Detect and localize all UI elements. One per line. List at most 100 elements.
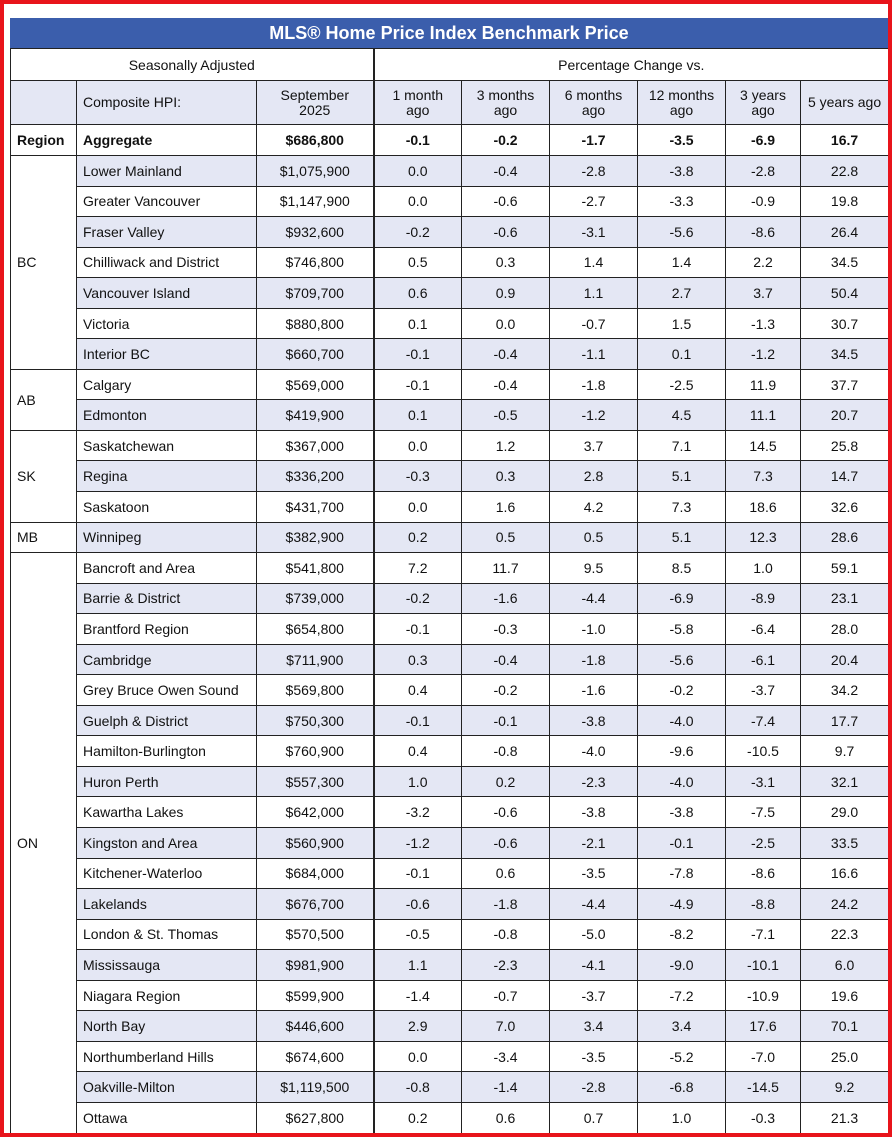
table-cell: -0.5 bbox=[373, 918, 462, 951]
table-cell: Kingston and Area bbox=[76, 827, 257, 859]
region-cell: SK bbox=[10, 429, 77, 523]
table-cell: -4.0 bbox=[637, 765, 726, 798]
data-row: Guelph & District $750,300 -0.1 -0.1 -3.8 -4.… bbox=[11, 704, 888, 737]
table-cell: 37.7 bbox=[799, 368, 888, 401]
table-cell: -5.2 bbox=[637, 1040, 726, 1073]
data-row: Cambridge $711,900 0.3 -0.4 -1.8 -5.6 -6.1 20.4 bbox=[11, 643, 888, 676]
table-cell: -7.5 bbox=[725, 796, 801, 829]
table-cell: 50.4 bbox=[799, 277, 888, 309]
region-cell: BC bbox=[10, 155, 77, 370]
table-cell: -0.3 bbox=[725, 1101, 801, 1133]
table-cell: 14.5 bbox=[725, 429, 801, 462]
header-cell: 5 years ago bbox=[799, 80, 888, 125]
table-cell: -1.0 bbox=[549, 613, 638, 645]
table-cell: 6.0 bbox=[799, 949, 888, 981]
table-cell: 2.8 bbox=[549, 460, 638, 493]
table-cell: -0.1 bbox=[373, 368, 462, 401]
table-cell: -0.1 bbox=[373, 124, 462, 156]
table-cell: 32.1 bbox=[799, 765, 888, 798]
table-cell: 0.6 bbox=[373, 277, 462, 309]
table-cell: -4.4 bbox=[549, 888, 638, 920]
data-row: ON Bancroft and Area $541,800 7.2 11.7 9.5 8.5… bbox=[10, 552, 888, 1133]
table-cell: -10.1 bbox=[725, 949, 801, 981]
table-cell: -3.8 bbox=[549, 704, 638, 737]
table-cell: -0.4 bbox=[461, 368, 550, 401]
table-cell: -5.0 bbox=[549, 918, 638, 951]
header-cell bbox=[10, 80, 77, 125]
data-row: Greater Vancouver $1,147,900 0.0 -0.6 -2.7 -3… bbox=[11, 185, 888, 218]
table-cell: 3.4 bbox=[637, 1010, 726, 1042]
table-cell: -2.5 bbox=[637, 368, 726, 401]
table-cell: 28.0 bbox=[799, 613, 888, 645]
table-cell: Guelph & District bbox=[76, 704, 257, 737]
table-cell: -5.8 bbox=[637, 613, 726, 645]
table-cell: $932,600 bbox=[256, 216, 375, 248]
table-cell: 11.7 bbox=[461, 552, 550, 584]
table-cell: -0.6 bbox=[461, 216, 550, 248]
table-cell: Fraser Valley bbox=[76, 216, 257, 248]
table-body: Seasonally Adjusted Percentage Change vs… bbox=[10, 48, 888, 1133]
table-cell: 25.0 bbox=[799, 1040, 888, 1073]
header-cell: Composite HPI: bbox=[76, 80, 257, 125]
table-cell: -0.4 bbox=[461, 155, 550, 187]
table-cell: $880,800 bbox=[256, 307, 375, 340]
table-cell: 32.6 bbox=[799, 491, 888, 523]
table-cell: London & St. Thomas bbox=[76, 918, 257, 951]
table-cell: -3.7 bbox=[725, 674, 801, 706]
table-cell: Victoria bbox=[76, 307, 257, 340]
table-cell: 0.5 bbox=[549, 521, 638, 554]
table-cell: 28.6 bbox=[799, 521, 888, 554]
data-row: Hamilton-Burlington $760,900 0.4 -0.8 -4.0 -9… bbox=[11, 735, 888, 767]
data-row: Fraser Valley $932,600 -0.2 -0.6 -3.1 -5.6 -8.… bbox=[11, 216, 888, 248]
table-cell: -0.6 bbox=[461, 185, 550, 218]
table-cell: $599,900 bbox=[256, 979, 375, 1012]
table-cell: $627,800 bbox=[256, 1101, 375, 1133]
table-cell: $660,700 bbox=[256, 338, 375, 370]
table-cell: 7.3 bbox=[725, 460, 801, 493]
table-cell: 20.4 bbox=[799, 643, 888, 676]
table-cell: -0.2 bbox=[637, 674, 726, 706]
table-cell: -0.8 bbox=[461, 918, 550, 951]
table-cell: -4.9 bbox=[637, 888, 726, 920]
table-cell: -3.5 bbox=[549, 1040, 638, 1073]
data-row: Mississauga $981,900 1.1 -2.3 -4.1 -9.0 -10.1 6… bbox=[11, 949, 888, 981]
header-cell: Percentage Change vs. bbox=[372, 48, 888, 81]
table-cell: -3.8 bbox=[637, 796, 726, 829]
table-cell: 59.1 bbox=[799, 552, 888, 584]
table-cell: Aggregate bbox=[76, 124, 257, 156]
table-cell: Regina bbox=[76, 460, 257, 493]
table-cell: 26.4 bbox=[799, 216, 888, 248]
table-cell: Northumberland Hills bbox=[76, 1040, 257, 1073]
table-cell: 1.0 bbox=[373, 765, 462, 798]
data-row: Ottawa $627,800 0.2 0.6 0.7 1.0 -0.3 21.3 bbox=[11, 1101, 888, 1133]
header-cell: September 2025 bbox=[256, 80, 375, 125]
table-cell: -0.2 bbox=[373, 582, 462, 615]
table-cell: 17.7 bbox=[799, 704, 888, 737]
table-cell: 1.4 bbox=[637, 246, 726, 279]
table-cell: -3.5 bbox=[549, 857, 638, 890]
table-cell: 5.1 bbox=[637, 460, 726, 493]
table-cell: 7.3 bbox=[637, 491, 726, 523]
data-row: AB Calgary $569,000 -0.1 -0.4 -1.8 -2.5 11.9 37.… bbox=[10, 368, 888, 431]
table-cell: $367,000 bbox=[256, 429, 375, 462]
table-cell: -0.6 bbox=[373, 888, 462, 920]
data-row: MB Winnipeg $382,900 0.2 0.5 0.5 5.1 12.3 28.6 bbox=[10, 521, 888, 554]
table-cell: -9.6 bbox=[637, 735, 726, 767]
table-cell: -1.7 bbox=[549, 124, 638, 156]
table-cell: $981,900 bbox=[256, 949, 375, 981]
table-cell: 7.2 bbox=[373, 552, 462, 584]
table-cell: 1.1 bbox=[549, 277, 638, 309]
table-cell: -5.6 bbox=[637, 643, 726, 676]
table-cell: -3.2 bbox=[373, 796, 462, 829]
table-cell: 0.0 bbox=[373, 429, 462, 462]
data-row: Oakville-Milton $1,119,500 -0.8 -1.4 -2.8 -6.… bbox=[11, 1071, 888, 1103]
table-cell: 12.3 bbox=[725, 521, 801, 554]
table-cell: 21.3 bbox=[799, 1101, 888, 1133]
table-cell: -0.1 bbox=[373, 613, 462, 645]
table-cell: 11.1 bbox=[725, 399, 801, 431]
table-cell: 70.1 bbox=[799, 1010, 888, 1042]
table-cell: $336,200 bbox=[256, 460, 375, 493]
table-cell: -8.2 bbox=[637, 918, 726, 951]
table-cell: 9.7 bbox=[799, 735, 888, 767]
table-cell: 0.0 bbox=[373, 1040, 462, 1073]
